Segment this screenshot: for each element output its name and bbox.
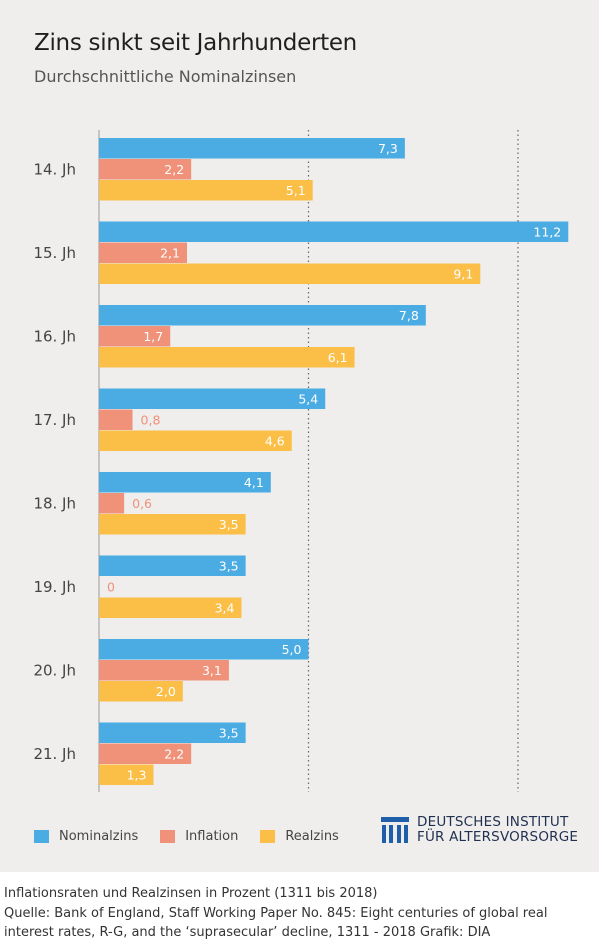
chart-panel: Zins sinkt seit Jahrhunderten Durchschni… [0,0,599,872]
category-label: 19. Jh [33,578,76,596]
bar-inflation [99,242,187,263]
data-label-realzins: 5,1 [286,183,306,198]
data-label-nominalzins: 3,5 [219,558,239,573]
legend-label-realzins: Realzins [285,829,339,844]
bar-inflation [99,326,171,347]
bar-nominalzins [99,305,426,326]
legend-swatch-realzins [260,830,276,843]
logo-line-2: FÜR ALTERSVORSORGE [417,829,579,845]
legend-item-realzins: Realzins [260,829,339,844]
category-label: 20. Jh [33,661,76,679]
legend-item-inflation: Inflation [160,829,238,844]
chart-title: Zins sinkt seit Jahrhunderten [34,30,357,56]
data-label-inflation: 2,2 [164,162,184,177]
bar-realzins [99,180,313,201]
footer: Inflationsraten und Realzinsen in Prozen… [4,884,594,943]
data-label-realzins: 9,1 [453,266,473,281]
bar-nominalzins [99,221,569,242]
chart-subtitle: Durchschnittliche Nominalzinsen [34,67,297,86]
data-label-inflation: 0,6 [132,496,152,511]
category-label: 15. Jh [33,244,76,262]
legend: Nominalzins Inflation Realzins [34,829,361,844]
data-label-nominalzins: 4,1 [244,475,264,490]
legend-item-nominalzins: Nominalzins [34,829,138,844]
bar-realzins [99,597,242,618]
data-label-inflation: 2,1 [160,245,180,260]
dia-logo: DEUTSCHES INSTITUT FÜR ALTERSVORSORGE [381,815,578,845]
legend-label-nominalzins: Nominalzins [59,829,139,844]
data-label-nominalzins: 7,8 [399,308,419,323]
bar-chart: 14. Jh 7,3 2,2 5,1 15. Jh 11,2 2,1 9,1 16. Jh 7,8… [33,130,569,792]
data-label-realzins: 1,3 [127,767,147,782]
data-label-realzins: 3,5 [219,517,239,532]
data-label-inflation: 3,1 [202,663,222,678]
footer-source-line-1: Quelle: Bank of England, Staff Working P… [4,905,548,921]
logo-text: DEUTSCHES INSTITUT FÜR ALTERSVORSORGE [417,815,578,845]
category-label: 16. Jh [33,327,76,345]
data-label-nominalzins: 11,2 [533,224,561,239]
data-label-inflation: 0,8 [141,412,161,427]
bar-realzins [99,514,246,535]
legend-label-inflation: Inflation [185,829,239,844]
category-label: 17. Jh [33,411,76,429]
legend-swatch-nominalzins [34,830,49,843]
data-label-nominalzins: 5,4 [298,391,318,406]
data-label-inflation: 0 [107,579,115,594]
institute-columns-icon [381,817,409,843]
data-label-realzins: 3,4 [215,600,235,615]
bar-inflation [99,159,192,180]
bar-realzins [99,764,154,785]
data-label-inflation: 1,7 [143,329,163,344]
bar-nominalzins [99,639,309,660]
data-label-nominalzins: 5,0 [282,642,302,657]
bar-realzins [99,347,355,368]
bar-realzins [99,430,292,451]
data-label-realzins: 2,0 [156,684,176,699]
bar-realzins [99,681,183,702]
footer-source-line-2: interest rates, R-G, and the ‘suprasecul… [4,925,491,940]
data-label-inflation: 2,2 [164,746,184,761]
category-label: 18. Jh [33,494,76,512]
footer-caption: Inflationsraten und Realzinsen in Prozen… [4,886,378,901]
logo-line-1: DEUTSCHES INSTITUT [417,814,569,830]
data-label-realzins: 6,1 [328,350,348,365]
category-label: 21. Jh [33,745,76,763]
legend-swatch-inflation [160,830,176,843]
bar-nominalzins [99,388,326,409]
bar-inflation [99,660,229,681]
bar-realzins [99,263,481,284]
bar-inflation [99,743,192,764]
data-label-nominalzins: 7,3 [378,141,398,156]
bar-nominalzins [99,472,271,493]
bar-nominalzins [99,722,246,743]
data-label-nominalzins: 3,5 [219,725,239,740]
data-label-realzins: 4,6 [265,433,285,448]
bar-nominalzins [99,138,405,159]
bar-nominalzins [99,555,246,576]
category-label: 14. Jh [33,160,76,178]
bar-inflation [99,409,133,430]
bar-inflation [99,493,125,514]
